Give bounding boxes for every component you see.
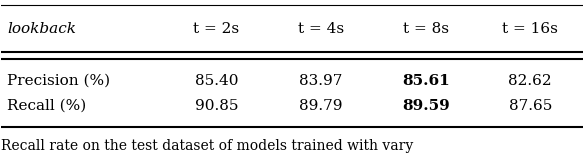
Text: t = 2s: t = 2s bbox=[193, 22, 239, 36]
Text: Recall (%): Recall (%) bbox=[7, 99, 86, 113]
Text: t = 4s: t = 4s bbox=[298, 22, 344, 36]
Text: 85.40: 85.40 bbox=[194, 74, 238, 88]
Text: Recall rate on the test dataset of models trained with vary: Recall rate on the test dataset of model… bbox=[1, 139, 413, 153]
Text: 85.61: 85.61 bbox=[402, 74, 450, 88]
Text: 89.79: 89.79 bbox=[300, 99, 343, 113]
Text: t = 16s: t = 16s bbox=[502, 22, 558, 36]
Text: Precision (%): Precision (%) bbox=[7, 74, 110, 88]
Text: 90.85: 90.85 bbox=[194, 99, 238, 113]
Text: 83.97: 83.97 bbox=[300, 74, 343, 88]
Text: 87.65: 87.65 bbox=[509, 99, 552, 113]
Text: lookback: lookback bbox=[7, 22, 76, 36]
Text: t = 8s: t = 8s bbox=[403, 22, 449, 36]
Text: 89.59: 89.59 bbox=[402, 99, 450, 113]
Text: 82.62: 82.62 bbox=[509, 74, 552, 88]
